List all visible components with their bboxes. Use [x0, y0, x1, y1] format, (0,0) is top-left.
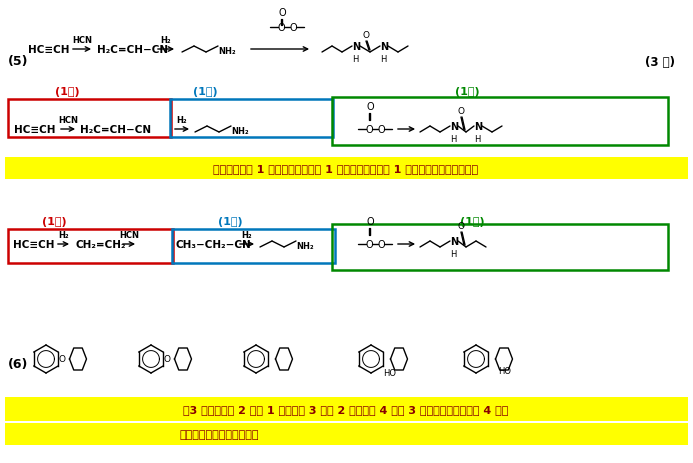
Text: O: O [58, 355, 66, 364]
Text: (1分): (1分) [455, 87, 480, 97]
Bar [170, 100, 333, 138]
Text: NH₂: NH₂ [218, 47, 236, 56]
Text: H: H [450, 135, 457, 144]
Text: 其他答案合理可酵情给分】: 其他答案合理可酵情给分】 [180, 429, 259, 439]
Text: O: O [457, 107, 464, 116]
Text: (5): (5) [8, 56, 28, 69]
Text: O: O [378, 239, 385, 250]
Bar [332, 225, 668, 270]
Text: O: O [457, 221, 464, 231]
Text: H: H [380, 55, 387, 64]
Text: O: O [362, 31, 369, 40]
Text: (1分): (1分) [42, 217, 67, 226]
Text: O: O [278, 23, 286, 33]
Text: O: O [164, 355, 170, 364]
Text: NH₂: NH₂ [296, 242, 314, 250]
Text: N: N [474, 122, 482, 131]
Text: O: O [366, 102, 374, 112]
Bar [8, 230, 173, 263]
Text: O: O [378, 125, 385, 135]
Text: HCN: HCN [119, 231, 139, 239]
Text: H₂C=CH−CN: H₂C=CH−CN [80, 125, 151, 135]
Text: H₂: H₂ [161, 36, 171, 45]
Text: N: N [352, 42, 360, 52]
Text: H₂: H₂ [242, 231, 252, 239]
Text: H₂: H₂ [58, 231, 69, 239]
Text: 【第一步对得 1 分，第二步对再给 1 分，第三步对再给 1 分，其他答案合理即可】: 【第一步对得 1 分，第二步对再给 1 分，第三步对再给 1 分，其他答案合理即… [213, 163, 479, 174]
Text: HC≡CH: HC≡CH [14, 125, 55, 135]
Text: N: N [380, 42, 388, 52]
Text: H: H [450, 250, 457, 258]
Text: （3 分）【写对 2 个给 1 分，写对 3 个给 2 分，写对 4 个给 3 分；写出多个，看前 4 个；: （3 分）【写对 2 个给 1 分，写对 3 个给 2 分，写对 4 个给 3 … [184, 404, 509, 414]
Text: H: H [474, 135, 480, 144]
Text: (6): (6) [8, 358, 28, 371]
Text: HCN: HCN [72, 36, 92, 45]
Text: HCN: HCN [58, 116, 78, 125]
Text: O: O [366, 217, 374, 226]
Text: N: N [450, 237, 458, 246]
Bar [5, 158, 688, 180]
Text: (1分): (1分) [55, 87, 80, 97]
Text: H₂C=CH−CN: H₂C=CH−CN [97, 45, 168, 55]
Text: O: O [278, 8, 286, 18]
Text: O: O [366, 239, 374, 250]
Text: (3 分): (3 分) [645, 56, 675, 69]
Bar [8, 100, 171, 138]
Text: O: O [366, 125, 374, 135]
Text: O: O [290, 23, 297, 33]
Text: HC≡CH: HC≡CH [28, 45, 69, 55]
Bar [172, 230, 335, 263]
Bar [5, 423, 688, 445]
Text: HO: HO [383, 369, 396, 378]
Text: CH₂=CH₂: CH₂=CH₂ [75, 239, 125, 250]
Text: HC≡CH: HC≡CH [13, 239, 55, 250]
Text: (1分): (1分) [218, 217, 243, 226]
Bar [332, 98, 668, 146]
Bar [5, 397, 688, 421]
Text: H: H [352, 55, 358, 64]
Text: CH₃−CH₂−CN: CH₃−CH₂−CN [175, 239, 251, 250]
Text: NH₂: NH₂ [231, 127, 249, 136]
Text: HO: HO [498, 367, 511, 375]
Text: (1分): (1分) [460, 217, 484, 226]
Text: N: N [450, 122, 458, 131]
Text: (1分): (1分) [193, 87, 218, 97]
Text: H₂: H₂ [177, 116, 187, 125]
